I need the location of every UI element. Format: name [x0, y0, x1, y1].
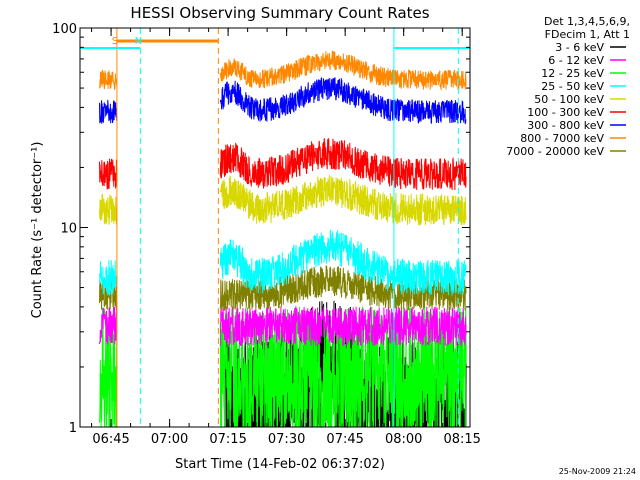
series-line-800-7000-kev-1: [219, 50, 467, 91]
legend-label: 800 - 7000 keV: [520, 132, 604, 145]
annotation-n: N: [135, 36, 142, 47]
series-line-50-100-kev-0: [99, 193, 118, 225]
annotation-s: S: [112, 36, 118, 47]
legend-label: 7000 - 20000 keV: [506, 145, 604, 158]
y-axis-label: Count Rate (s⁻¹ detector⁻¹): [30, 142, 45, 319]
y-tick-label: 10: [60, 222, 77, 237]
x-axis-label: Start Time (14-Feb-02 06:37:02): [175, 457, 385, 472]
legend-label: 6 - 12 keV: [548, 54, 604, 67]
x-tick-label: 07:30: [268, 432, 305, 447]
legend-label: 3 - 6 keV: [555, 41, 604, 54]
series-line-800-7000-kev-0: [99, 69, 118, 90]
legend: Det 1,3,4,5,6,9,FDecim 1, Att 13 - 6 keV…: [506, 15, 630, 158]
y-tick-label: 1: [69, 421, 77, 436]
series-line-50-100-kev-1: [219, 174, 467, 226]
axes: 06:45 07:00 07:15 07:30 07:45 08:00 08:15 1 10 10…: [52, 22, 481, 447]
series-line-12-25-kev-1: [219, 306, 467, 429]
series-line-300-800-kev-0: [99, 99, 118, 124]
legend-label: 12 - 25 keV: [541, 67, 604, 80]
legend-label: 25 - 50 keV: [541, 80, 604, 93]
legend-label: 50 - 100 keV: [534, 93, 604, 106]
x-tick-label: 06:45: [92, 432, 129, 447]
legend-title: FDecim 1, Att 1: [545, 28, 630, 41]
legend-title: Det 1,3,4,5,6,9,: [544, 15, 630, 28]
series-line-300-800-kev-1: [219, 77, 467, 125]
series-line-25-50-kev-0: [99, 260, 118, 296]
x-tick-label: 07:45: [326, 432, 363, 447]
legend-label: 300 - 800 keV: [527, 119, 604, 132]
x-tick-label: 08:00: [385, 432, 422, 447]
series-line-100-300-kev-0: [99, 158, 118, 190]
series-line-6-12-kev-0: [99, 306, 118, 345]
series-line-100-300-kev-1: [219, 138, 467, 191]
x-tick-label: 07:15: [209, 432, 246, 447]
x-tick-label: 08:15: [443, 432, 480, 447]
y-tick-label: 100: [52, 22, 77, 37]
series-line-25-50-kev-1: [219, 228, 467, 296]
series-line-7000-20000-kev-1: [219, 265, 467, 311]
timestamp: 25-Nov-2009 21:24: [559, 467, 636, 476]
series-line-6-12-kev-1: [219, 306, 467, 347]
chart-title: HESSI Observing Summary Count Rates: [130, 4, 429, 22]
x-tick-label: 07:00: [151, 432, 188, 447]
legend-label: 100 - 300 keV: [527, 106, 604, 119]
